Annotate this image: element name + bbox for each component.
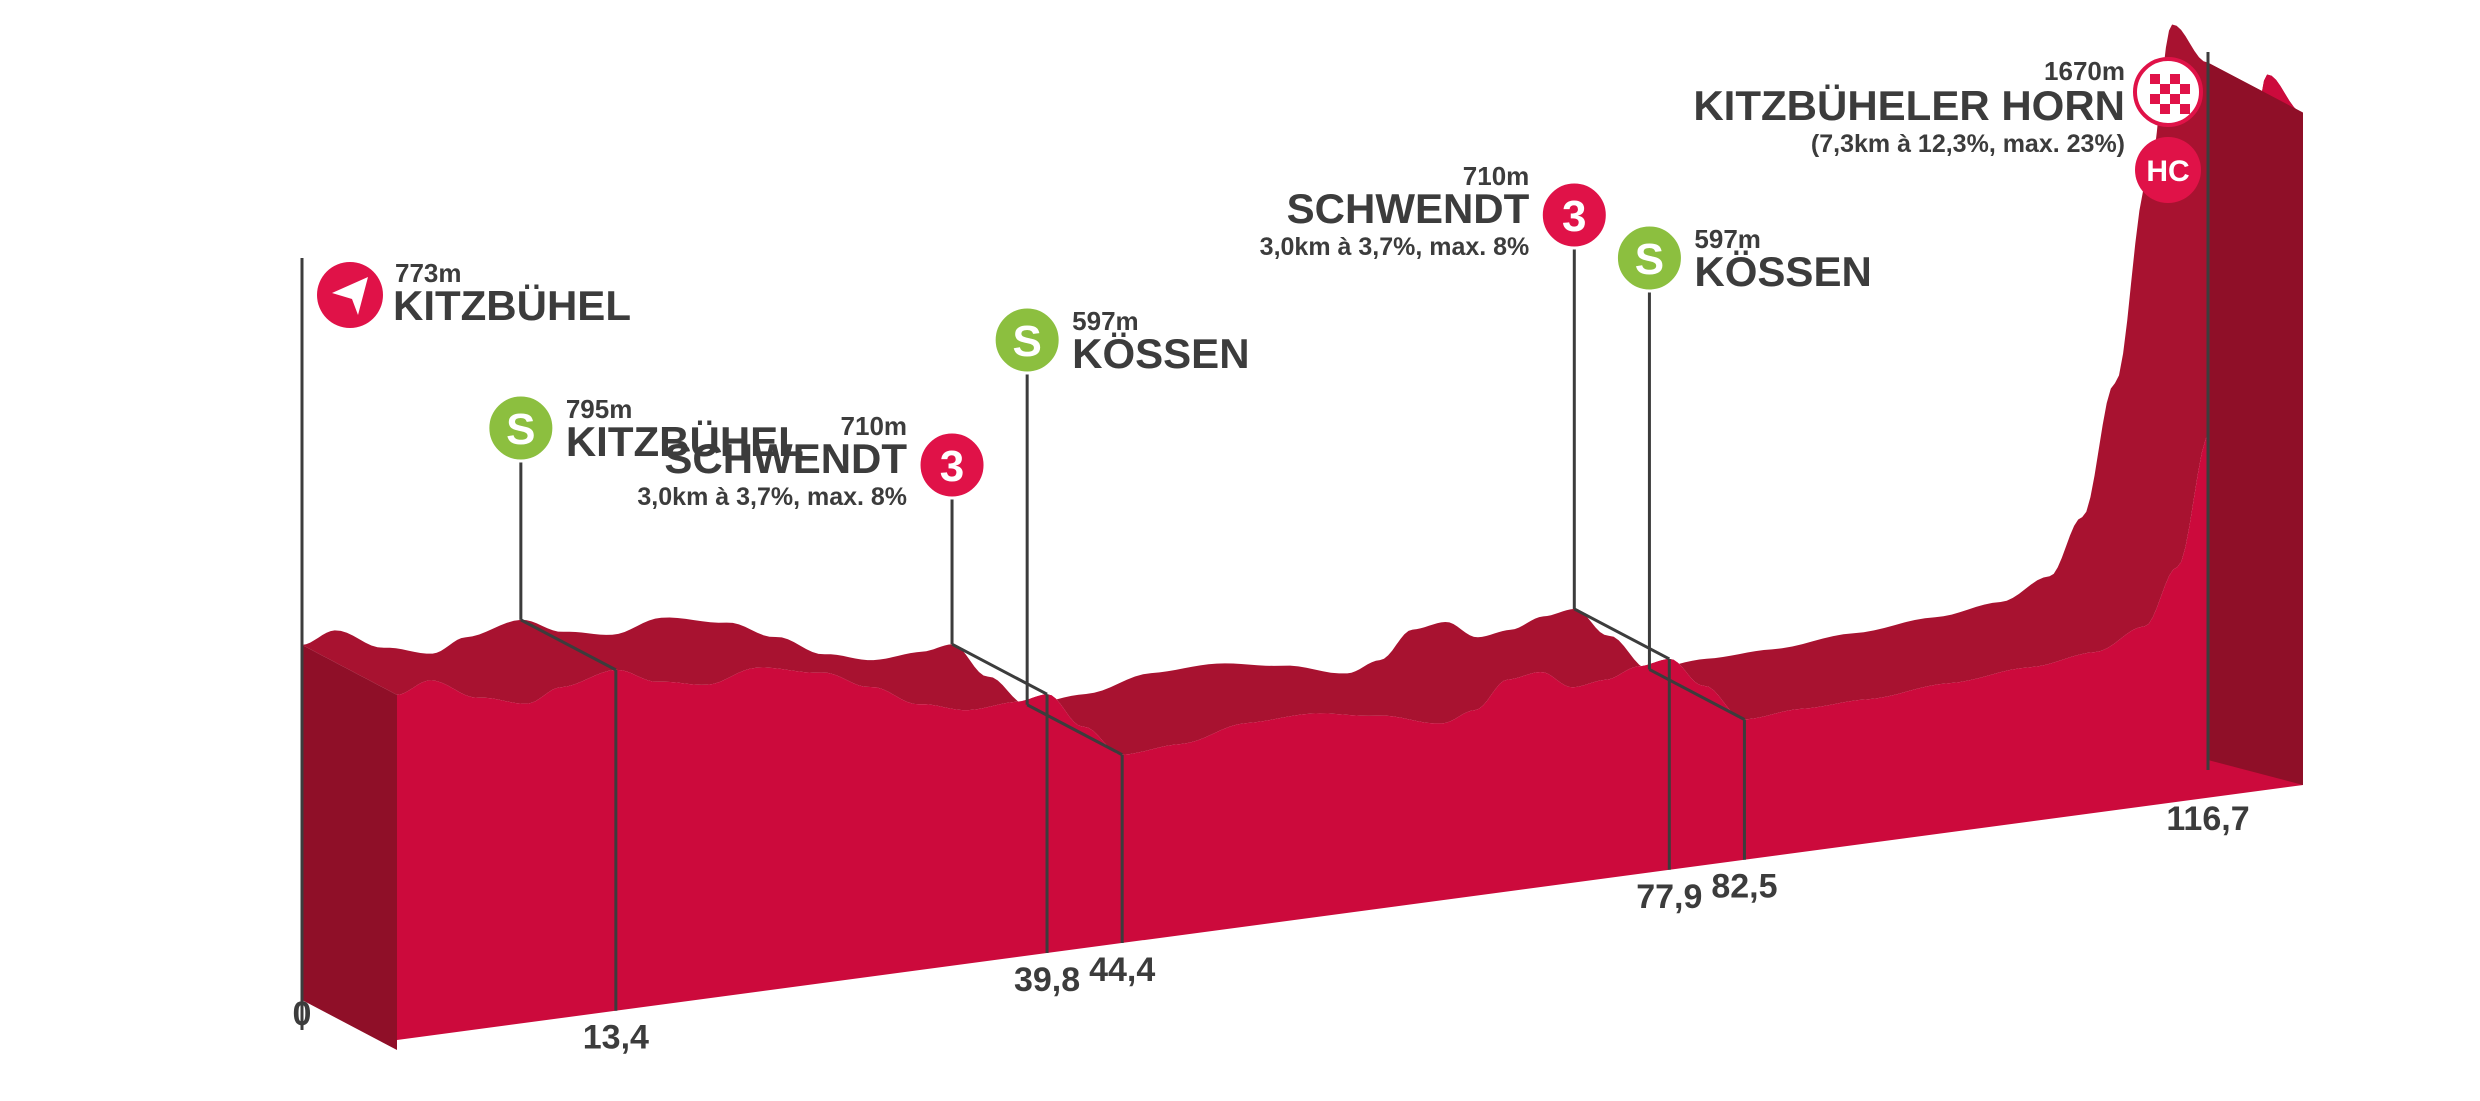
altitude-label: 597m [1072, 306, 1139, 336]
km-label: 116,7 [2166, 800, 2249, 838]
finish-flag-icon [2180, 84, 2190, 94]
finish-flag-icon [2160, 84, 2170, 94]
km-label: 13,4 [583, 1019, 649, 1057]
km-label: 0 [293, 995, 312, 1033]
km-label: 39,8 [1014, 961, 1080, 999]
sprint-marker-label: S [506, 405, 535, 454]
km-ticks: 0 13,4 39,8 44,4 77,9 82,5 116,7 [293, 800, 2250, 1057]
finish-flag-icon [2170, 74, 2180, 84]
km-label: 82,5 [1711, 868, 1777, 906]
climb-marker-label: 3 [1562, 192, 1586, 241]
marker-diagonal [1648, 668, 1746, 721]
climb-marker [1539, 180, 1609, 250]
finish-flag-icon [2150, 94, 2160, 104]
marker-diagonal [1573, 607, 1670, 661]
km-label: 44,4 [1089, 951, 1155, 989]
finish-flag-icon [2160, 104, 2170, 114]
hc-marker [2135, 137, 2201, 203]
profile-left-face [302, 644, 397, 1050]
km-label: 77,9 [1636, 878, 1702, 916]
marker-diagonal [1026, 703, 1123, 757]
hc-marker-label: HC [2146, 155, 2189, 188]
place-name: KITZBÜHEL [566, 418, 804, 465]
climb-detail: 3,0km à 3,7%, max. 8% [637, 483, 907, 511]
altitude-label: 1670m [2044, 56, 2125, 86]
profile-front-face [397, 74, 2303, 1040]
sprint-marker-label: S [1012, 317, 1041, 366]
place-name: KÖSSEN [1072, 330, 1249, 377]
profile-body [302, 24, 2303, 1050]
sprint-marker [486, 393, 556, 463]
altitude-label: 710m [841, 411, 908, 441]
sprint-marker-label: S [1635, 235, 1664, 284]
place-name: SCHWENDT [664, 435, 907, 482]
altitude-label: 710m [1463, 161, 1530, 191]
altitude-label: 795m [566, 394, 633, 424]
marker-diagonal [951, 642, 1048, 696]
marker-diagonal [520, 618, 617, 672]
marker-lines [300, 52, 2210, 1030]
altitude-label: 773m [395, 258, 462, 288]
finish-flag-icon [2150, 74, 2160, 84]
altitude-label: 597m [1694, 224, 1761, 254]
place-name: KITZBÜHELER HORN [1693, 82, 2125, 129]
climb-detail: (7,3km à 12,3%, max. 23%) [1811, 130, 2125, 158]
place-name: KITZBÜHEL [393, 282, 631, 329]
climb-marker [917, 430, 987, 500]
profile-right-face [2208, 62, 2303, 786]
climb-detail: 3,0km à 3,7%, max. 8% [1260, 233, 1530, 261]
finish-flag-icon [2170, 94, 2180, 104]
sprint-marker [992, 305, 1062, 375]
sprint-marker [1614, 223, 1684, 293]
climb-marker-label: 3 [940, 442, 964, 491]
start-arrow-icon [332, 277, 368, 315]
place-name: SCHWENDT [1287, 185, 1530, 232]
profile-top-surface [302, 24, 2303, 755]
finish-flag-icon [2180, 104, 2190, 114]
place-name: KÖSSEN [1694, 248, 1871, 295]
